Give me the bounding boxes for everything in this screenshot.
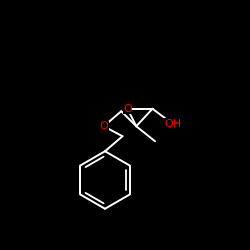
Text: OH: OH	[164, 119, 181, 129]
Text: O: O	[100, 121, 108, 131]
Text: O: O	[123, 104, 132, 114]
